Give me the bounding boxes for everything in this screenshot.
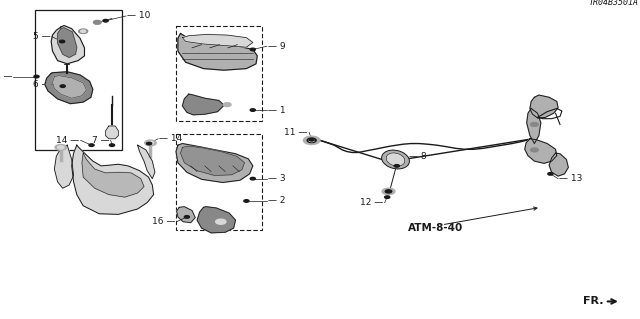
- Text: 11 —: 11 —: [284, 128, 308, 137]
- Text: TR04B3501A: TR04B3501A: [589, 0, 639, 7]
- Text: — 14: — 14: [159, 134, 182, 143]
- Circle shape: [385, 196, 390, 198]
- Circle shape: [548, 173, 553, 175]
- Polygon shape: [52, 76, 86, 98]
- Circle shape: [250, 177, 255, 180]
- Text: — 10: — 10: [127, 11, 151, 20]
- Text: — 8: — 8: [409, 152, 427, 161]
- Circle shape: [250, 48, 255, 51]
- Polygon shape: [54, 145, 74, 188]
- Text: 4 —: 4 —: [0, 72, 12, 81]
- Text: 12 —: 12 —: [360, 198, 383, 207]
- Polygon shape: [51, 26, 84, 64]
- Polygon shape: [72, 145, 154, 214]
- Circle shape: [385, 190, 392, 193]
- Polygon shape: [178, 33, 257, 70]
- Circle shape: [184, 216, 189, 218]
- Text: 5 —: 5 —: [33, 32, 51, 41]
- Circle shape: [309, 139, 314, 142]
- Polygon shape: [182, 34, 253, 47]
- Circle shape: [250, 109, 255, 111]
- Circle shape: [81, 30, 86, 33]
- Polygon shape: [106, 126, 118, 139]
- Polygon shape: [180, 146, 244, 175]
- Polygon shape: [176, 144, 253, 182]
- Polygon shape: [82, 153, 144, 197]
- Polygon shape: [58, 28, 77, 57]
- Circle shape: [531, 122, 538, 126]
- Circle shape: [147, 141, 154, 145]
- Text: 6 —: 6 —: [33, 80, 51, 89]
- Bar: [35, 10, 122, 150]
- Circle shape: [55, 145, 67, 150]
- Text: 16 —: 16 —: [152, 217, 175, 226]
- Text: — 3: — 3: [268, 174, 286, 183]
- Polygon shape: [138, 145, 155, 179]
- Polygon shape: [45, 72, 93, 104]
- Circle shape: [93, 20, 101, 24]
- Text: 7 —: 7 —: [92, 136, 109, 145]
- Bar: [176, 26, 262, 121]
- Circle shape: [89, 144, 94, 146]
- Circle shape: [216, 219, 226, 224]
- Circle shape: [60, 40, 65, 43]
- Circle shape: [394, 165, 399, 167]
- Circle shape: [145, 140, 156, 146]
- Polygon shape: [177, 207, 195, 223]
- Polygon shape: [525, 139, 557, 163]
- Text: — 9: — 9: [268, 42, 286, 51]
- Polygon shape: [182, 94, 224, 115]
- Circle shape: [147, 142, 152, 145]
- Text: — 1: — 1: [268, 106, 286, 115]
- Ellipse shape: [386, 153, 405, 166]
- Text: ATM-8-40: ATM-8-40: [408, 223, 463, 233]
- Circle shape: [303, 136, 320, 145]
- Circle shape: [307, 138, 316, 143]
- Circle shape: [309, 138, 314, 141]
- Ellipse shape: [381, 150, 410, 169]
- Circle shape: [60, 85, 65, 87]
- Circle shape: [58, 146, 64, 149]
- Polygon shape: [530, 95, 558, 118]
- Text: — 2: — 2: [268, 197, 285, 205]
- Circle shape: [103, 19, 108, 22]
- Polygon shape: [549, 153, 568, 176]
- Circle shape: [79, 29, 88, 33]
- Circle shape: [244, 200, 249, 202]
- Polygon shape: [197, 207, 236, 233]
- Circle shape: [34, 75, 39, 78]
- Polygon shape: [527, 108, 541, 144]
- Circle shape: [109, 144, 115, 146]
- Circle shape: [223, 103, 231, 107]
- Text: 14 —: 14 —: [56, 136, 79, 145]
- Bar: [176, 134, 262, 230]
- Circle shape: [382, 188, 395, 195]
- Circle shape: [531, 148, 538, 152]
- Text: FR.: FR.: [583, 296, 604, 307]
- Text: — 13: — 13: [559, 174, 583, 183]
